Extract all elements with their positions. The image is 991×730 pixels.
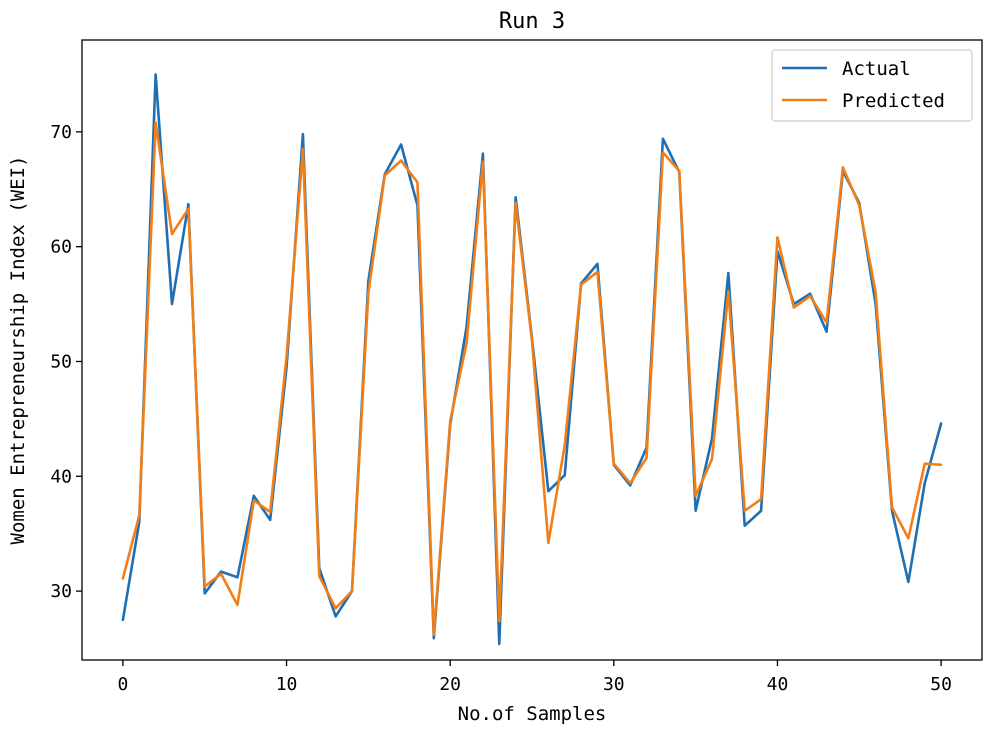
x-tick-label: 0 — [117, 674, 128, 695]
x-tick-label: 50 — [930, 674, 952, 695]
x-tick-label: 30 — [603, 674, 625, 695]
x-tick-label: 40 — [767, 674, 789, 695]
y-tick-label: 60 — [50, 237, 72, 258]
x-tick-label: 20 — [439, 674, 461, 695]
plot-area — [81, 39, 983, 661]
chart-title: Run 3 — [499, 9, 565, 34]
y-tick-label: 50 — [50, 351, 72, 372]
y-axis-label: Women Entrepreneurship Index (WEI) — [7, 156, 29, 545]
y-tick-label: 40 — [50, 466, 72, 487]
plot-frame — [81, 39, 983, 661]
y-tick-label: 30 — [50, 581, 72, 602]
series-line-predicted — [121, 121, 943, 637]
y-tick-label: 70 — [50, 122, 72, 143]
x-tick-label: 10 — [276, 674, 298, 695]
legend: Actual Predicted — [771, 49, 973, 122]
x-axis-label: No.of Samples — [458, 703, 607, 725]
legend-label-predicted: Predicted — [842, 90, 945, 112]
legend-label-actual: Actual — [842, 58, 911, 80]
axis-ticks: 0 10 20 30 40 50 30 40 50 60 70 — [50, 122, 952, 695]
